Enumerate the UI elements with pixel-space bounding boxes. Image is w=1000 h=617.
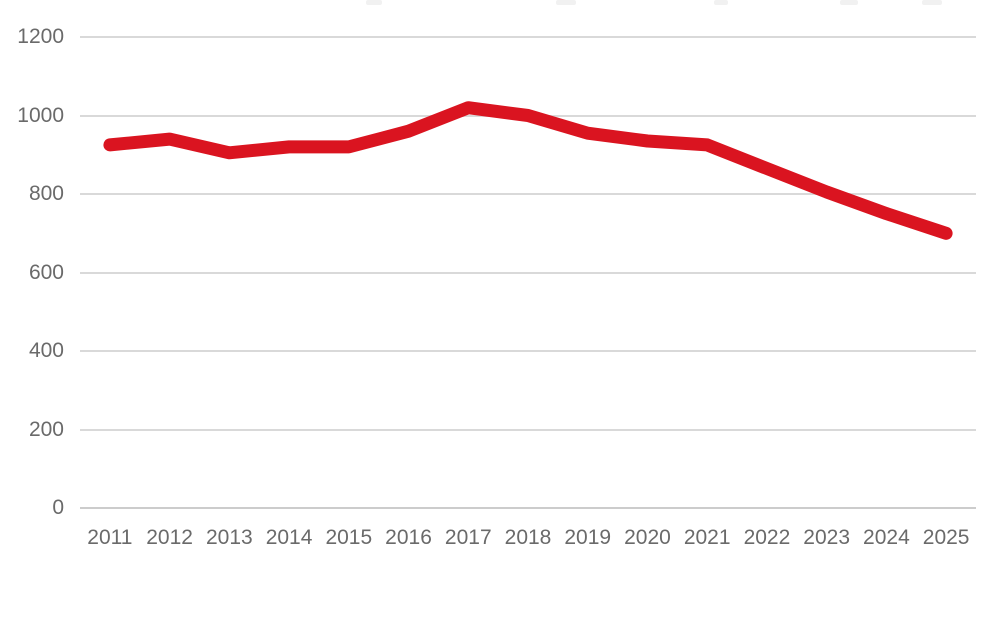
- cropped-title-fragment: [922, 0, 942, 5]
- x-tick-label: 2013: [205, 526, 253, 549]
- x-tick-label: 2017: [444, 526, 492, 549]
- cropped-title-fragment: [556, 0, 576, 5]
- x-tick-label: 2020: [624, 526, 671, 549]
- data-line-series-1: [103, 101, 953, 240]
- gridline-y-400: [80, 350, 976, 352]
- cropped-title-fragment: [840, 0, 858, 5]
- cropped-title-fragment: [366, 0, 382, 5]
- gridline-y-600: [80, 271, 976, 274]
- gridline-y-800: [80, 193, 976, 195]
- y-tick-label: 200: [28, 417, 64, 441]
- x-tick-label: 2025: [922, 526, 970, 549]
- gridline-y-1000: [80, 114, 976, 117]
- x-tick-label: 2019: [564, 526, 612, 549]
- cropped-title-fragment: [714, 0, 728, 5]
- y-tick-label: 1000: [17, 103, 64, 127]
- gridline-y-200: [80, 428, 976, 431]
- x-tick-label: 2014: [265, 526, 313, 549]
- x-tick-label: 2012: [146, 526, 193, 549]
- x-tick-label: 2018: [504, 526, 552, 549]
- x-tick-label: 2022: [743, 526, 791, 549]
- x-tick-label: 2015: [325, 526, 373, 549]
- y-tick-label: 1200: [17, 25, 64, 48]
- x-tick-label: 2021: [683, 526, 731, 549]
- y-tick-label: 400: [28, 339, 64, 362]
- gridline-y-0: [80, 507, 976, 509]
- y-tick-label: 800: [28, 182, 64, 205]
- y-tick-label: 0: [52, 496, 64, 519]
- x-tick-label: 2011: [87, 526, 133, 549]
- x-tick-label: 2024: [863, 526, 910, 549]
- x-tick-label: 2023: [803, 526, 851, 549]
- y-tick-label: 600: [28, 260, 64, 284]
- gridline-y-1200: [80, 36, 976, 38]
- x-tick-label: 2016: [385, 526, 432, 549]
